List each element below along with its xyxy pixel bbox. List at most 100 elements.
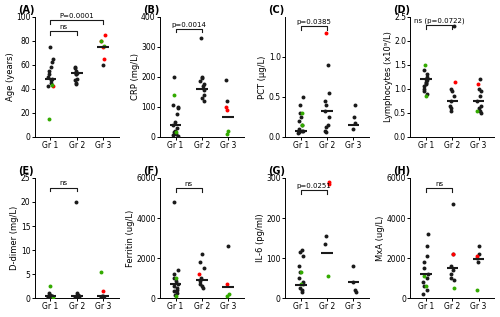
Point: [474, 260, 482, 265]
Point: [224, 107, 232, 113]
Text: p=0.0014: p=0.0014: [172, 22, 206, 28]
Point: [223, 132, 231, 137]
Point: [420, 292, 428, 297]
Point: [46, 294, 54, 299]
Point: [424, 243, 432, 249]
Text: ns: ns: [60, 24, 68, 30]
Point: [450, 202, 458, 207]
Point: [198, 284, 206, 289]
Point: [296, 110, 304, 115]
Point: [298, 248, 306, 253]
Point: [172, 126, 180, 131]
Text: (F): (F): [143, 166, 158, 176]
Point: [295, 119, 303, 124]
Text: P=0.0001: P=0.0001: [60, 13, 94, 19]
Point: [352, 120, 360, 125]
Point: [48, 80, 56, 85]
Point: [420, 260, 428, 265]
Point: [298, 122, 306, 127]
Point: [472, 256, 480, 261]
Point: [447, 264, 455, 269]
Point: [447, 86, 455, 91]
Point: [173, 287, 181, 292]
Point: [48, 294, 56, 299]
Point: [170, 92, 178, 97]
Point: [476, 89, 484, 94]
Point: [450, 94, 458, 99]
Point: [298, 94, 306, 100]
Point: [173, 112, 181, 117]
Point: [200, 82, 208, 87]
Point: [474, 288, 482, 293]
Point: [47, 65, 55, 70]
Point: [223, 282, 231, 287]
Point: [99, 44, 107, 49]
Point: [46, 284, 54, 289]
Point: [44, 68, 52, 73]
Point: [170, 120, 178, 125]
Point: [296, 270, 304, 275]
Point: [324, 274, 332, 279]
Point: [99, 288, 107, 294]
Point: [420, 89, 428, 94]
Point: [170, 122, 177, 127]
Point: [350, 126, 358, 132]
Point: [48, 83, 56, 88]
Point: [198, 252, 206, 257]
Point: [476, 86, 484, 91]
Point: [450, 278, 458, 283]
Point: [72, 293, 80, 298]
Y-axis label: Age (years): Age (years): [6, 52, 15, 101]
Point: [321, 98, 329, 103]
Point: [420, 67, 428, 72]
Y-axis label: Ferritin (ug/L): Ferritin (ug/L): [126, 210, 135, 267]
Point: [72, 72, 80, 77]
Point: [46, 292, 54, 297]
Point: [295, 264, 303, 269]
Point: [297, 270, 305, 275]
Point: [420, 86, 428, 91]
Point: [172, 294, 180, 299]
Point: [420, 84, 428, 89]
Point: [98, 294, 106, 299]
Point: [170, 103, 177, 108]
Point: [294, 126, 302, 132]
Point: [322, 102, 330, 107]
Point: [44, 72, 52, 77]
Point: [72, 199, 80, 204]
Point: [448, 89, 456, 94]
Point: [321, 242, 329, 247]
Point: [475, 252, 483, 257]
Point: [422, 81, 430, 86]
Point: [298, 290, 306, 295]
Point: [198, 95, 206, 100]
Point: [73, 71, 81, 76]
Point: [196, 260, 204, 265]
Point: [172, 276, 180, 281]
Point: [196, 279, 204, 284]
Point: [98, 38, 106, 43]
Point: [72, 72, 80, 77]
Point: [297, 282, 305, 287]
Point: [200, 92, 208, 97]
Point: [174, 282, 182, 287]
Point: [170, 289, 178, 294]
Point: [196, 282, 203, 287]
Point: [171, 292, 179, 297]
Point: [174, 133, 182, 139]
Point: [169, 133, 177, 138]
Point: [422, 77, 430, 82]
Point: [47, 78, 55, 83]
Point: [295, 276, 303, 281]
Point: [325, 179, 333, 184]
Point: [198, 74, 206, 79]
Point: [172, 132, 179, 137]
Point: [196, 79, 204, 84]
Point: [446, 103, 454, 108]
Point: [297, 114, 305, 120]
Point: [170, 272, 178, 277]
Point: [46, 44, 54, 49]
Point: [298, 122, 306, 127]
Point: [450, 286, 458, 291]
Text: (D): (D): [394, 5, 410, 15]
